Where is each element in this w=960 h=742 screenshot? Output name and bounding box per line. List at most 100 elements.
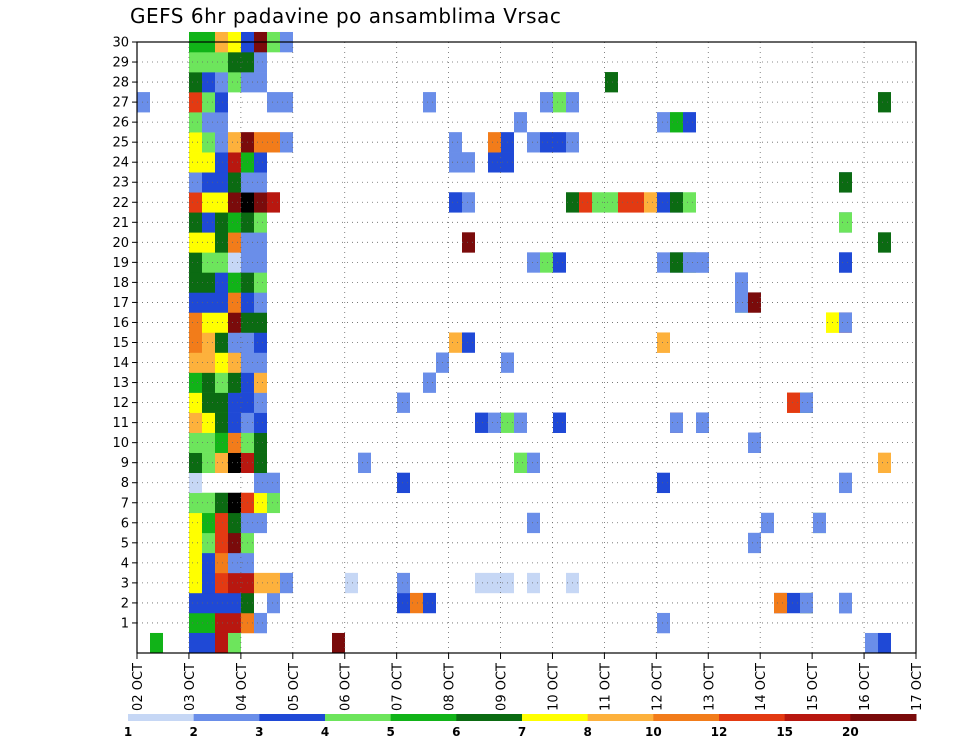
y-tick-label: 15	[112, 336, 129, 351]
heatmap-cell	[462, 152, 475, 173]
heatmap-cell	[839, 312, 852, 333]
y-tick-label: 23	[112, 176, 129, 191]
y-tick-label: 13	[112, 376, 129, 391]
heatmap-cell	[215, 492, 228, 514]
heatmap-cell	[540, 92, 553, 113]
legend-label: 3	[255, 725, 263, 739]
heatmap-cell	[215, 72, 228, 93]
heatmap-cell	[228, 312, 241, 333]
heatmap-cell	[228, 172, 241, 193]
heatmap-cell	[189, 392, 202, 413]
heatmap-cell	[228, 612, 241, 634]
heatmap-cell	[280, 132, 293, 153]
legend-swatch	[193, 714, 260, 721]
heatmap-cell	[657, 252, 670, 273]
heatmap-cell	[579, 192, 592, 213]
heatmap-cell	[215, 412, 228, 433]
heatmap-cell	[189, 272, 202, 293]
heatmap-cell	[228, 492, 241, 514]
heatmap-cell	[228, 352, 241, 373]
heatmap-cell	[228, 532, 241, 554]
x-tick-label: 03 OCT	[183, 663, 198, 711]
heatmap-cell	[189, 352, 202, 373]
heatmap-cell	[228, 372, 241, 393]
heatmap-cell	[228, 412, 241, 433]
heatmap-cell	[475, 572, 488, 594]
heatmap-cell	[215, 112, 228, 133]
heatmap-cell	[540, 252, 553, 273]
x-tick-label: 07 OCT	[391, 663, 406, 711]
heatmap-cell	[189, 112, 202, 133]
heatmap-cell	[527, 572, 540, 594]
heatmap-cell	[189, 472, 202, 494]
heatmap-cell	[410, 592, 423, 614]
heatmap-cell	[202, 292, 215, 313]
y-tick-label: 25	[112, 136, 129, 151]
heatmap-cell	[202, 212, 215, 233]
heatmap-cell	[215, 192, 228, 213]
heatmap-cell	[254, 412, 267, 433]
heatmap-cell	[254, 572, 267, 594]
y-tick-label: 2	[121, 596, 129, 611]
y-tick-label: 1	[121, 616, 129, 631]
heatmap-cell	[527, 512, 540, 534]
heatmap-cell	[254, 392, 267, 413]
heatmap-cell	[215, 372, 228, 393]
heatmap-cell	[189, 632, 202, 654]
legend-swatch	[128, 714, 195, 721]
heatmap-cell	[514, 112, 527, 133]
heatmap-cell	[189, 132, 202, 153]
y-tick-label: 29	[112, 56, 129, 71]
x-tick-label: 13 OCT	[702, 663, 717, 711]
x-tick-label: 16 OCT	[858, 663, 873, 711]
heatmap-cell	[592, 192, 605, 213]
x-tick-label: 04 OCT	[235, 663, 250, 711]
y-axis: 1234567891011121314151617181920212223242…	[112, 36, 137, 631]
heatmap-cell	[553, 252, 566, 273]
y-tick-label: 14	[112, 356, 129, 371]
heatmap-cell	[254, 172, 267, 193]
heatmap-cell	[215, 232, 228, 253]
heatmap-cell	[449, 192, 462, 213]
heatmap-cell	[228, 232, 241, 253]
heatmap-cell	[449, 332, 462, 353]
x-tick-label: 09 OCT	[495, 663, 510, 711]
heatmap-cell	[254, 492, 267, 514]
heatmap-cell	[189, 492, 202, 514]
y-tick-label: 27	[112, 96, 129, 111]
heatmap-cell	[202, 392, 215, 413]
heatmap-cell	[189, 592, 202, 614]
heatmap-cell	[202, 632, 215, 654]
heatmap-cell	[137, 92, 150, 113]
legend: 1 2 3 4 5 6 7 8 10 12 15 20	[124, 714, 917, 739]
heatmap-cell	[254, 612, 267, 634]
heatmap-cell	[449, 152, 462, 173]
y-tick-label: 12	[112, 396, 129, 411]
heatmap-cell	[254, 472, 267, 494]
heatmap-cell	[605, 72, 618, 93]
y-tick-label: 5	[121, 536, 129, 551]
heatmap-cell	[488, 152, 501, 173]
heatmap-cell	[267, 92, 280, 113]
y-tick-label: 18	[112, 276, 129, 291]
heatmap-cell	[215, 272, 228, 293]
y-tick-label: 30	[112, 36, 129, 51]
heatmap-cell	[228, 292, 241, 313]
heatmap-cell	[267, 132, 280, 153]
heatmap-cell	[683, 252, 696, 273]
legend-label: 1	[124, 725, 132, 739]
x-tick-label: 08 OCT	[443, 663, 458, 711]
heatmap-cell	[800, 592, 813, 614]
heatmap-cell	[839, 172, 852, 193]
x-tick-label: 15 OCT	[806, 663, 821, 711]
heatmap-cell	[228, 432, 241, 453]
heatmap-cell	[228, 192, 241, 213]
legend-label: 8	[583, 725, 591, 739]
heatmap-cell	[254, 272, 267, 293]
heatmap-cell	[202, 92, 215, 113]
heatmap-cell	[683, 192, 696, 213]
heatmap-cell	[215, 332, 228, 353]
heatmap-cell	[527, 252, 540, 273]
heatmap-cell	[423, 372, 436, 393]
heatmap-cell	[787, 392, 800, 413]
